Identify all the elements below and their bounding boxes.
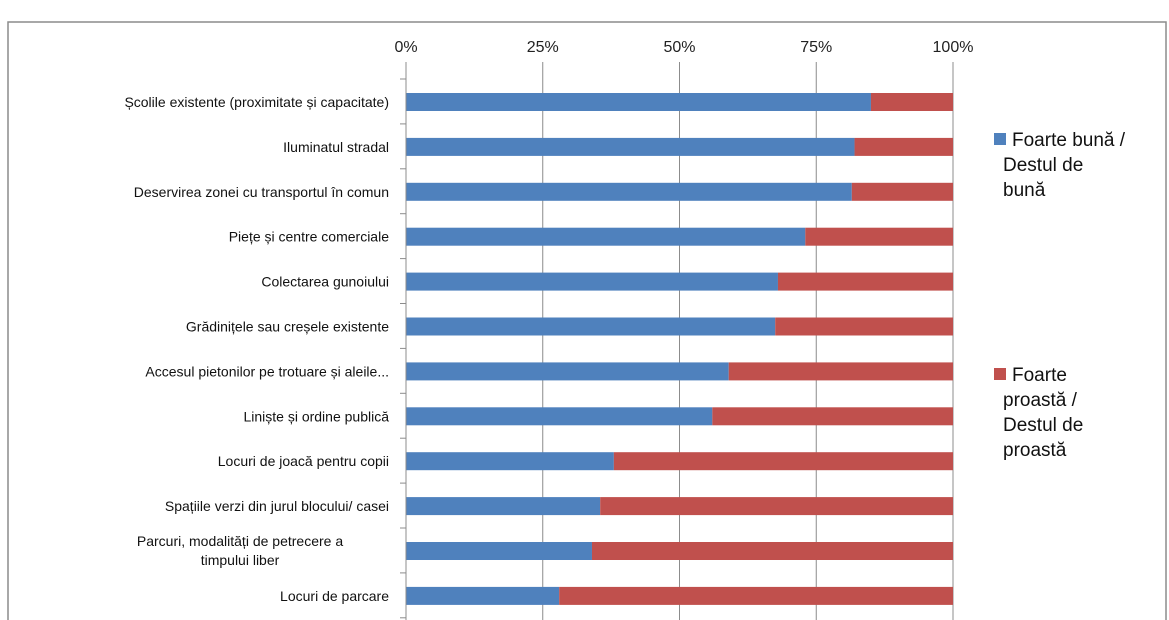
x-tick-label: 75% xyxy=(800,39,832,56)
category-label: Colectarea gunoiului xyxy=(261,274,389,290)
bar-poor xyxy=(777,272,953,291)
bar-poor xyxy=(870,93,953,111)
bar-good xyxy=(406,272,778,291)
x-tick-label: 100% xyxy=(933,39,974,56)
legend: Foarte bună / Destul de bună Foarte proastă … xyxy=(994,130,1126,461)
category-label: Locuri de joacă pentru copii xyxy=(218,453,389,469)
category-label: Locuri de parcare xyxy=(280,588,389,604)
bar-poor xyxy=(613,452,953,471)
bar-good xyxy=(406,362,729,381)
bar-good xyxy=(406,182,852,201)
bar-poor xyxy=(712,407,953,426)
bar-poor xyxy=(854,137,953,156)
legend-entry: Foarte bună / Destul de bună xyxy=(1003,130,1126,201)
x-axis-tick-labels: 0% 25% 50% 75% 100% xyxy=(394,39,973,56)
bar-good xyxy=(406,586,560,605)
x-tick-label: 0% xyxy=(394,39,417,56)
category-label: Iluminatul stradal xyxy=(283,139,389,155)
legend-entry: Foarte proastă / Destul de proastă xyxy=(1003,365,1083,461)
bar-poor xyxy=(591,542,953,560)
x-tick-label: 50% xyxy=(663,39,695,56)
category-label: Deservirea zonei cu transportul în comun xyxy=(134,184,389,200)
bar-good xyxy=(406,227,806,246)
bar-good xyxy=(406,93,871,111)
bar-good xyxy=(406,497,601,516)
bar-poor xyxy=(600,497,953,516)
category-label: Piețe și centre comerciale xyxy=(229,229,390,245)
category-label: Grădinițele sau creșele existente xyxy=(186,319,389,335)
bar-good xyxy=(406,452,614,471)
category-label: Parcuri, modalități de petrecere a timpul… xyxy=(137,533,343,568)
bar-poor xyxy=(805,227,953,246)
category-label: Accesul pietonilor pe trotuare și aleile… xyxy=(145,363,389,379)
bar-poor xyxy=(728,362,953,381)
bar-good xyxy=(406,542,592,560)
bar-poor xyxy=(559,586,953,605)
bar-good xyxy=(406,317,776,336)
bars xyxy=(406,93,953,605)
bar-poor xyxy=(775,317,953,336)
category-axis xyxy=(400,62,407,620)
category-label: Școlile existente (proximitate și capaci… xyxy=(124,94,389,110)
category-label: Spațiile verzi din jurul blocului/ casei xyxy=(165,498,389,514)
category-label: Liniște și ordine publică xyxy=(243,408,389,424)
bar-good xyxy=(406,137,855,156)
legend-swatch xyxy=(994,133,1006,145)
category-labels: Școlile existente (proximitate și capaci… xyxy=(124,94,389,604)
bar-poor xyxy=(851,182,953,201)
x-tick-label: 25% xyxy=(527,39,559,56)
legend-swatch xyxy=(994,368,1006,380)
bar-good xyxy=(406,407,713,426)
